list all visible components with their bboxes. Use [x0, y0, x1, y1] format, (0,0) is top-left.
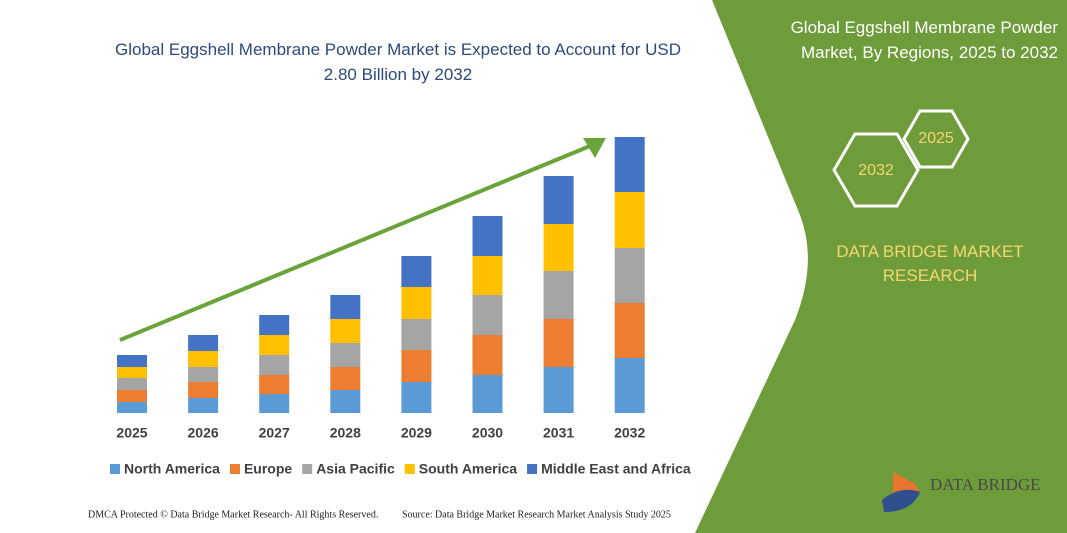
bar-segment [472, 335, 503, 375]
bar-segment [472, 375, 503, 413]
x-tick-label: 2031 [543, 425, 574, 441]
bar-segment [117, 378, 147, 390]
footer: DMCA Protected © Data Bridge Market Rese… [88, 509, 378, 520]
hex-label: 2032 [858, 162, 894, 179]
legend-swatch [110, 464, 120, 474]
bar-segment [614, 358, 645, 413]
bar-segment [259, 335, 290, 355]
bar-segment [330, 343, 361, 367]
bar-segment [543, 271, 574, 319]
hexagon [832, 132, 920, 208]
trend-arrow [119, 144, 591, 342]
bar-segment [117, 390, 147, 402]
chart-title: Global Eggshell Membrane Powder Market i… [115, 40, 681, 84]
bar-segment [401, 350, 432, 382]
bar-segment [188, 367, 219, 382]
legend-swatch [527, 464, 538, 474]
bar-segment [614, 137, 645, 192]
bar-segment [117, 355, 147, 367]
bar-segment [259, 375, 290, 394]
bar-segment [543, 319, 574, 367]
bar-segment [330, 390, 361, 413]
bar-segment [401, 287, 432, 319]
legend-label: Europe [244, 461, 292, 477]
bar-segment [188, 351, 219, 367]
bar-segment [401, 256, 432, 287]
bar-segment [259, 355, 290, 375]
panel-title: Global Eggshell Membrane Powder Market, … [790, 18, 1058, 62]
logo-text: DATA BRIDGE [930, 475, 1041, 494]
bar-segment [401, 382, 432, 413]
bar-segment [614, 192, 645, 248]
bar-segment [543, 224, 574, 271]
legend-swatch [229, 464, 240, 474]
legend-swatch [404, 464, 415, 474]
x-tick-label: 2030 [472, 425, 503, 441]
x-tick-label: 2028 [330, 425, 361, 441]
x-tick-label: 2025 [116, 425, 147, 441]
bar-segment [614, 303, 645, 358]
bar-segment [259, 315, 290, 335]
bar-segment [117, 402, 147, 413]
bar-segment [401, 319, 432, 350]
bar-segment [188, 335, 219, 351]
brand: DATA BRIDGE MARKET RESEARCH [836, 242, 1024, 285]
legend-label: North America [124, 461, 220, 477]
bar-segment [188, 398, 219, 413]
x-tick-label: 2032 [614, 425, 645, 441]
bar-segment [472, 256, 503, 295]
bar-segment [117, 367, 147, 378]
bar-segment [330, 295, 361, 319]
bar-segment [472, 216, 503, 256]
bar-segment [188, 382, 219, 398]
x-tick-label: 2029 [401, 425, 432, 441]
arrow-head [583, 138, 606, 158]
bar-segment [330, 367, 361, 390]
bar-segment [543, 176, 574, 224]
bar-segment [614, 248, 645, 303]
legend-label: Asia Pacific [316, 461, 395, 477]
logo-icon [882, 489, 920, 512]
legend-label: South America [419, 461, 517, 477]
legend-label: Middle East and Africa [541, 461, 691, 477]
footer: Source: Data Bridge Market Research Mark… [402, 509, 671, 520]
bar-segment [259, 394, 290, 413]
side-panel [695, 0, 1067, 533]
bar-segment [543, 367, 574, 413]
legend-swatch [302, 464, 313, 474]
x-tick-label: 2027 [259, 425, 290, 441]
x-tick-label: 2026 [188, 425, 219, 441]
bar-segment [472, 295, 503, 335]
hexagon [902, 109, 970, 169]
hex-label: 2025 [918, 130, 954, 147]
bar-segment [330, 319, 361, 343]
